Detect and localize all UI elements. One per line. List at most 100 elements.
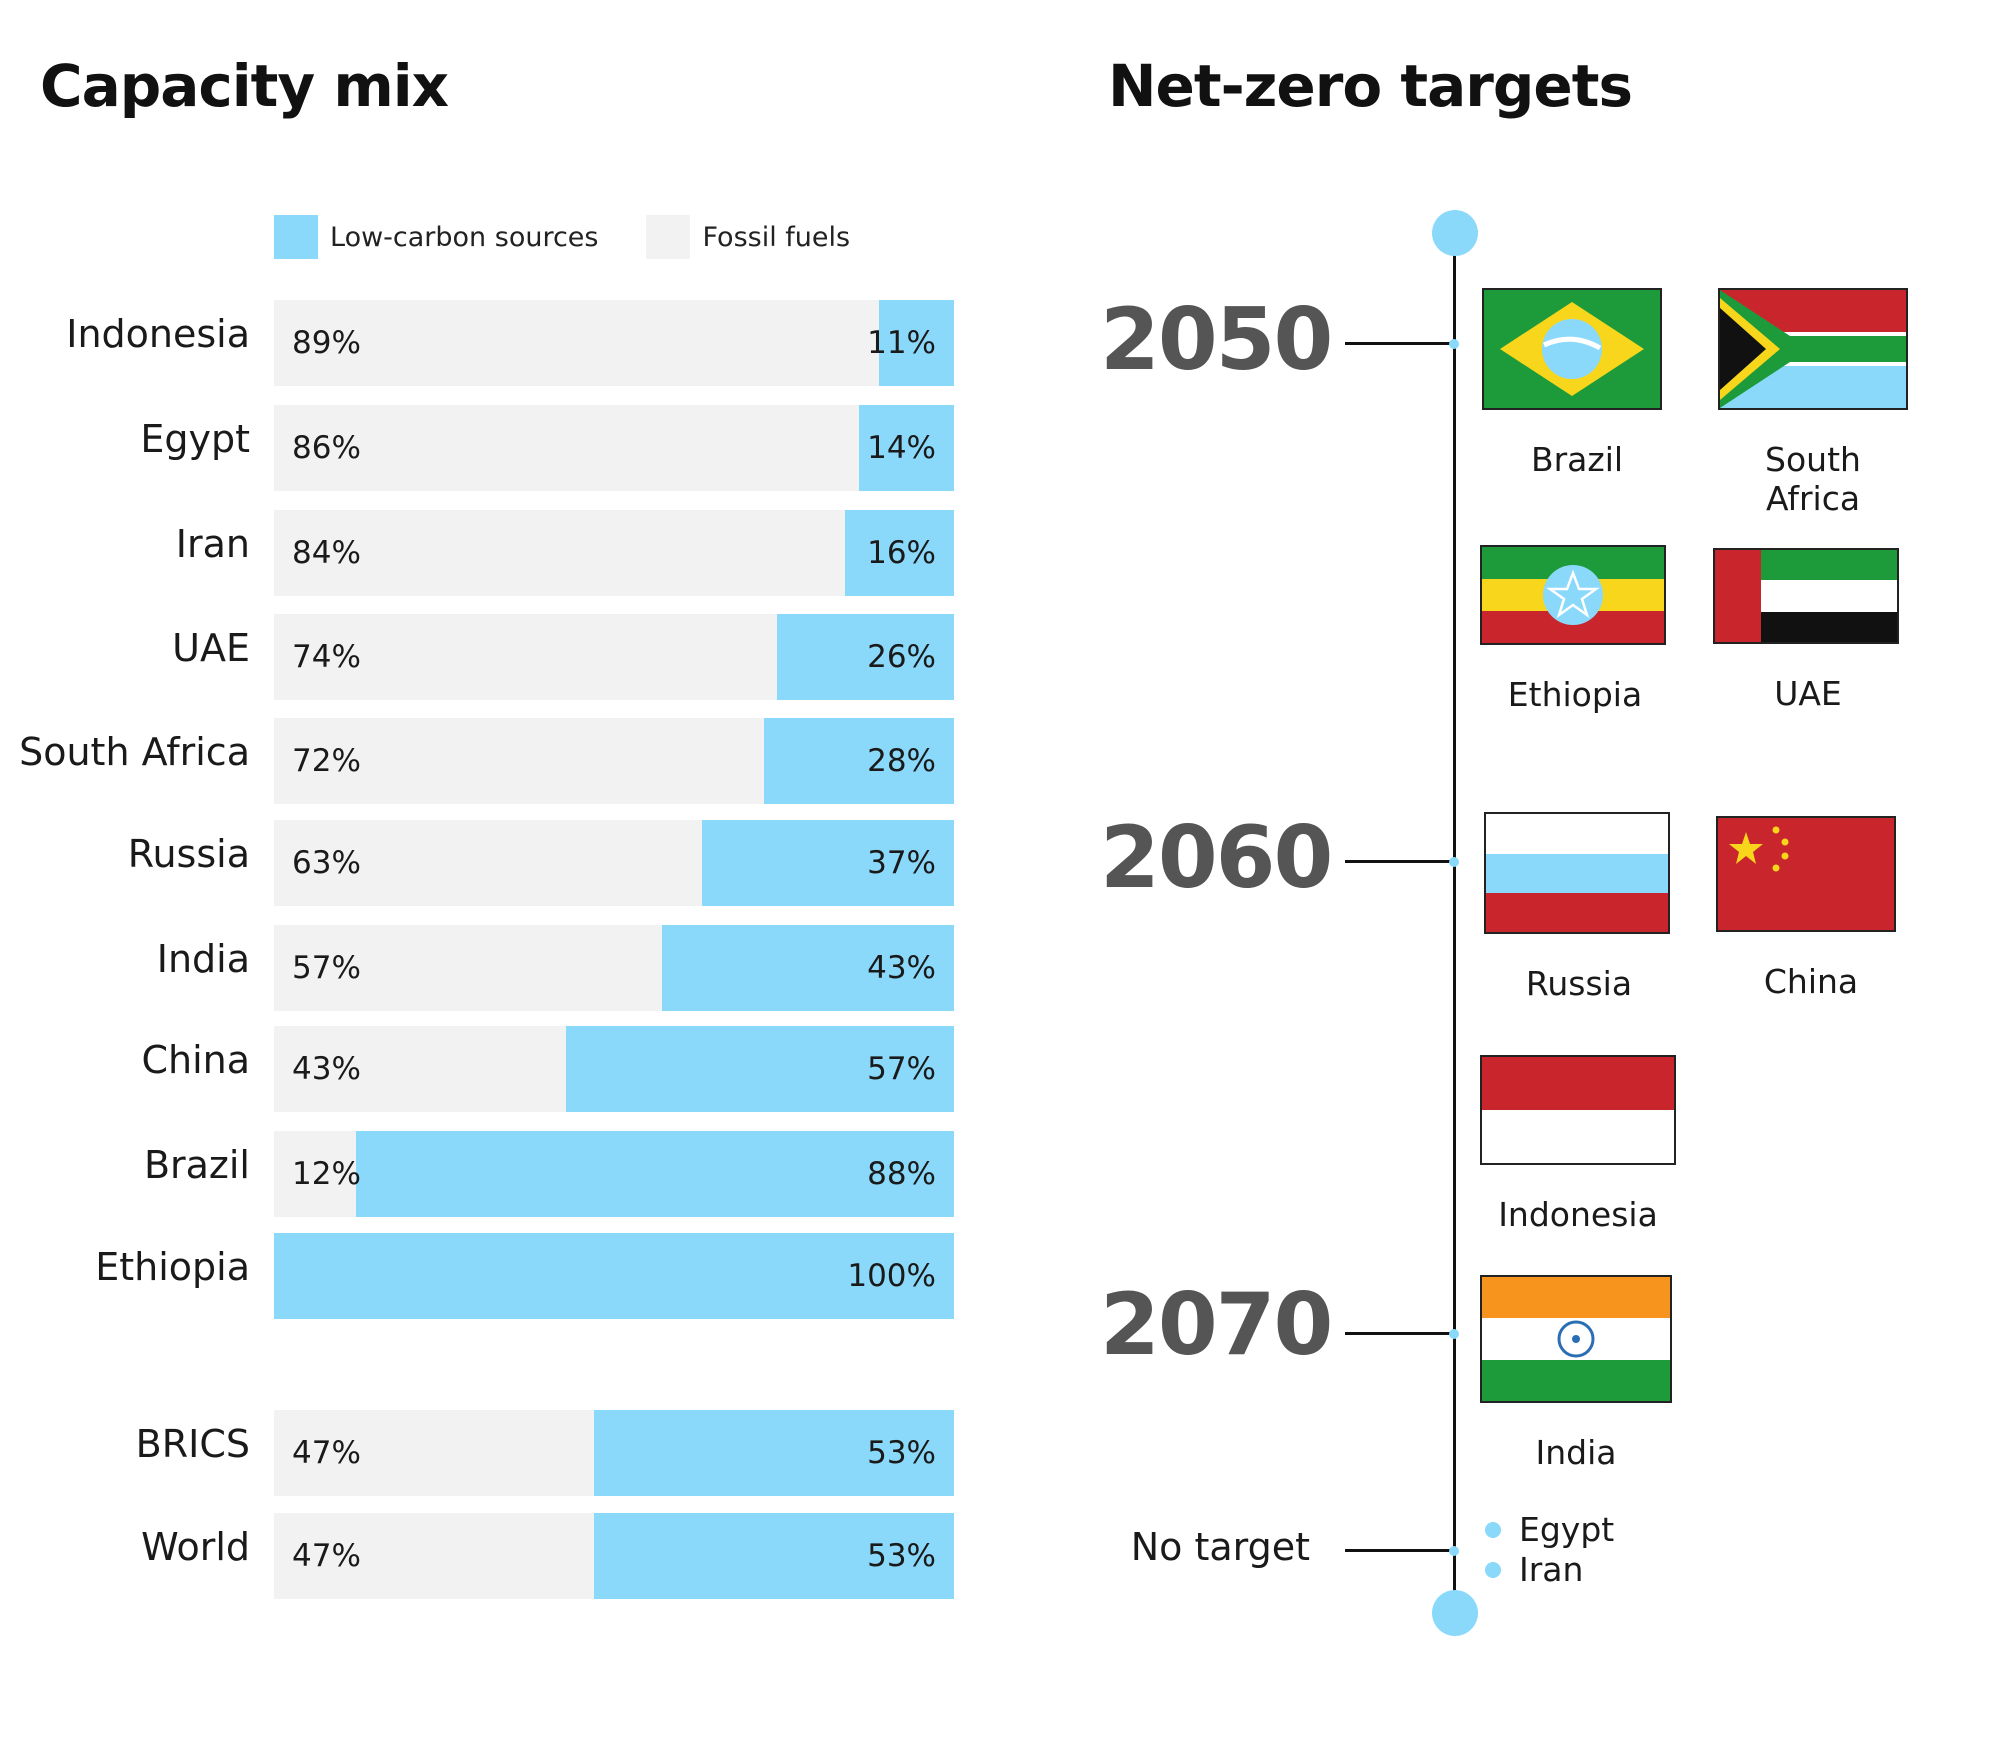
china-flag-icon — [1716, 816, 1896, 932]
south-africa-flag-icon — [1718, 288, 1908, 410]
flag-name-india: India — [1535, 1433, 1617, 1472]
bar-low-carbon-indonesia — [879, 300, 954, 386]
bar-label-low-carbon-ethiopia: 100% — [847, 1258, 936, 1294]
bar-label-low-carbon-india: 43% — [867, 950, 936, 986]
bar-low-carbon-uae — [777, 614, 954, 700]
flag-card-south-africa: South Africa — [1718, 288, 1908, 518]
timeline-dot-2070 — [1449, 1329, 1459, 1339]
no-target-name-iran: Iran — [1519, 1550, 1584, 1589]
bar-low-carbon-egypt — [858, 405, 954, 491]
bar-track-egypt: 86% 14% — [274, 405, 954, 491]
timeline-dot-2050 — [1449, 339, 1459, 349]
flag-name-indonesia: Indonesia — [1498, 1195, 1658, 1234]
row-label-brazil: Brazil — [143, 1143, 250, 1187]
row-label-indonesia: Indonesia — [66, 312, 250, 356]
no-target-item-egypt: Egypt — [1485, 1510, 1614, 1549]
bar-track-indonesia: 89% 11% — [274, 300, 954, 386]
flag-name-russia: Russia — [1525, 964, 1633, 1003]
legend-label-fossil: Fossil fuels — [702, 221, 851, 253]
legend-swatch-fossil — [646, 215, 691, 259]
legend-item-low-carbon: Low-carbon sources — [274, 215, 598, 259]
year-label-2060: 2060 — [1100, 808, 1333, 908]
flag-card-india: India — [1480, 1275, 1672, 1472]
bar-label-fossil-china: 43% — [292, 1051, 361, 1087]
brazil-flag-icon — [1482, 288, 1662, 410]
bar-low-carbon-india — [661, 925, 954, 1011]
bar-low-carbon-brazil — [355, 1131, 954, 1217]
bar-label-low-carbon-brics: 53% — [867, 1435, 936, 1471]
row-label-china: China — [141, 1038, 250, 1082]
bar-label-low-carbon-world: 53% — [867, 1538, 936, 1574]
bar-label-fossil-world: 47% — [292, 1538, 361, 1574]
bar-label-fossil-brazil: 12% — [292, 1156, 361, 1192]
flag-name-uae: UAE — [1774, 674, 1842, 713]
row-label-russia: Russia — [127, 832, 250, 876]
bar-label-fossil-indonesia: 89% — [292, 325, 361, 361]
flag-name-brazil: Brazil — [1530, 440, 1624, 479]
bar-track-iran: 84% 16% — [274, 510, 954, 596]
bar-label-fossil-india: 57% — [292, 950, 361, 986]
bar-label-fossil-brics: 47% — [292, 1435, 361, 1471]
bar-label-low-carbon-china: 57% — [867, 1051, 936, 1087]
row-label-egypt: Egypt — [140, 417, 250, 461]
bar-label-fossil-iran: 84% — [292, 535, 361, 571]
russia-flag-icon — [1484, 812, 1670, 934]
tick-no-target — [1345, 1549, 1453, 1552]
bar-low-carbon-ethiopia — [274, 1233, 954, 1319]
bar-track-uae: 74% 26% — [274, 614, 954, 700]
bar-low-carbon-south-africa — [763, 718, 954, 804]
ethiopia-flag-icon — [1480, 545, 1666, 645]
uae-flag-icon — [1713, 548, 1899, 644]
bar-label-low-carbon-south-africa: 28% — [867, 743, 936, 779]
bar-track-brazil: 12% 88% — [274, 1131, 954, 1217]
bar-low-carbon-iran — [845, 510, 954, 596]
bar-track-brics: 47% 53% — [274, 1410, 954, 1496]
year-label-no-target: No target — [1130, 1525, 1310, 1569]
bar-label-fossil-uae: 74% — [292, 639, 361, 675]
row-label-iran: Iran — [175, 522, 250, 566]
bar-track-russia: 63% 37% — [274, 820, 954, 906]
india-flag-icon — [1480, 1275, 1672, 1403]
bar-label-low-carbon-iran: 16% — [867, 535, 936, 571]
row-label-south-africa: South Africa — [19, 730, 250, 774]
bar-track-ethiopia: 100% — [274, 1233, 954, 1319]
tick-2060 — [1345, 860, 1453, 863]
timeline-dot-2060 — [1449, 857, 1459, 867]
timeline-end-cap — [1432, 1590, 1478, 1636]
bar-track-india: 57% 43% — [274, 925, 954, 1011]
row-label-ethiopia: Ethiopia — [95, 1245, 250, 1289]
indonesia-flag-icon — [1480, 1055, 1676, 1165]
row-label-uae: UAE — [172, 626, 250, 670]
flag-card-indonesia: Indonesia — [1480, 1055, 1676, 1234]
legend-label-low-carbon: Low-carbon sources — [330, 221, 599, 253]
capacity-mix-title: Capacity mix — [40, 52, 449, 120]
bar-label-low-carbon-brazil: 88% — [867, 1156, 936, 1192]
bar-track-south-africa: 72% 28% — [274, 718, 954, 804]
flag-name-china: China — [1763, 962, 1859, 1001]
timeline-axis — [1453, 233, 1456, 1613]
bar-low-carbon-brics — [593, 1410, 954, 1496]
bar-label-fossil-egypt: 86% — [292, 430, 361, 466]
row-label-india: India — [156, 937, 250, 981]
row-label-brics: BRICS — [135, 1422, 250, 1466]
bar-low-carbon-china — [566, 1026, 954, 1112]
net-zero-title: Net-zero targets — [1108, 52, 1633, 120]
row-label-world: World — [141, 1525, 250, 1569]
bar-label-low-carbon-indonesia: 11% — [867, 325, 936, 361]
flag-card-russia: Russia — [1484, 812, 1674, 1003]
flag-name-ethiopia: Ethiopia — [1507, 675, 1643, 714]
bullet-dot-icon — [1485, 1521, 1501, 1538]
bar-track-world: 47% 53% — [274, 1513, 954, 1599]
flag-card-uae: UAE — [1713, 548, 1903, 713]
bar-label-low-carbon-russia: 37% — [867, 845, 936, 881]
timeline-start-cap — [1432, 210, 1478, 256]
bar-label-low-carbon-egypt: 14% — [867, 430, 936, 466]
bar-label-fossil-russia: 63% — [292, 845, 361, 881]
bar-low-carbon-russia — [702, 820, 954, 906]
timeline-dot-no-target — [1449, 1546, 1459, 1556]
year-label-2070: 2070 — [1100, 1275, 1333, 1375]
flag-card-ethiopia: Ethiopia — [1480, 545, 1670, 714]
no-target-name-egypt: Egypt — [1519, 1510, 1615, 1549]
tick-2070 — [1345, 1332, 1453, 1335]
year-label-2050: 2050 — [1100, 290, 1333, 390]
